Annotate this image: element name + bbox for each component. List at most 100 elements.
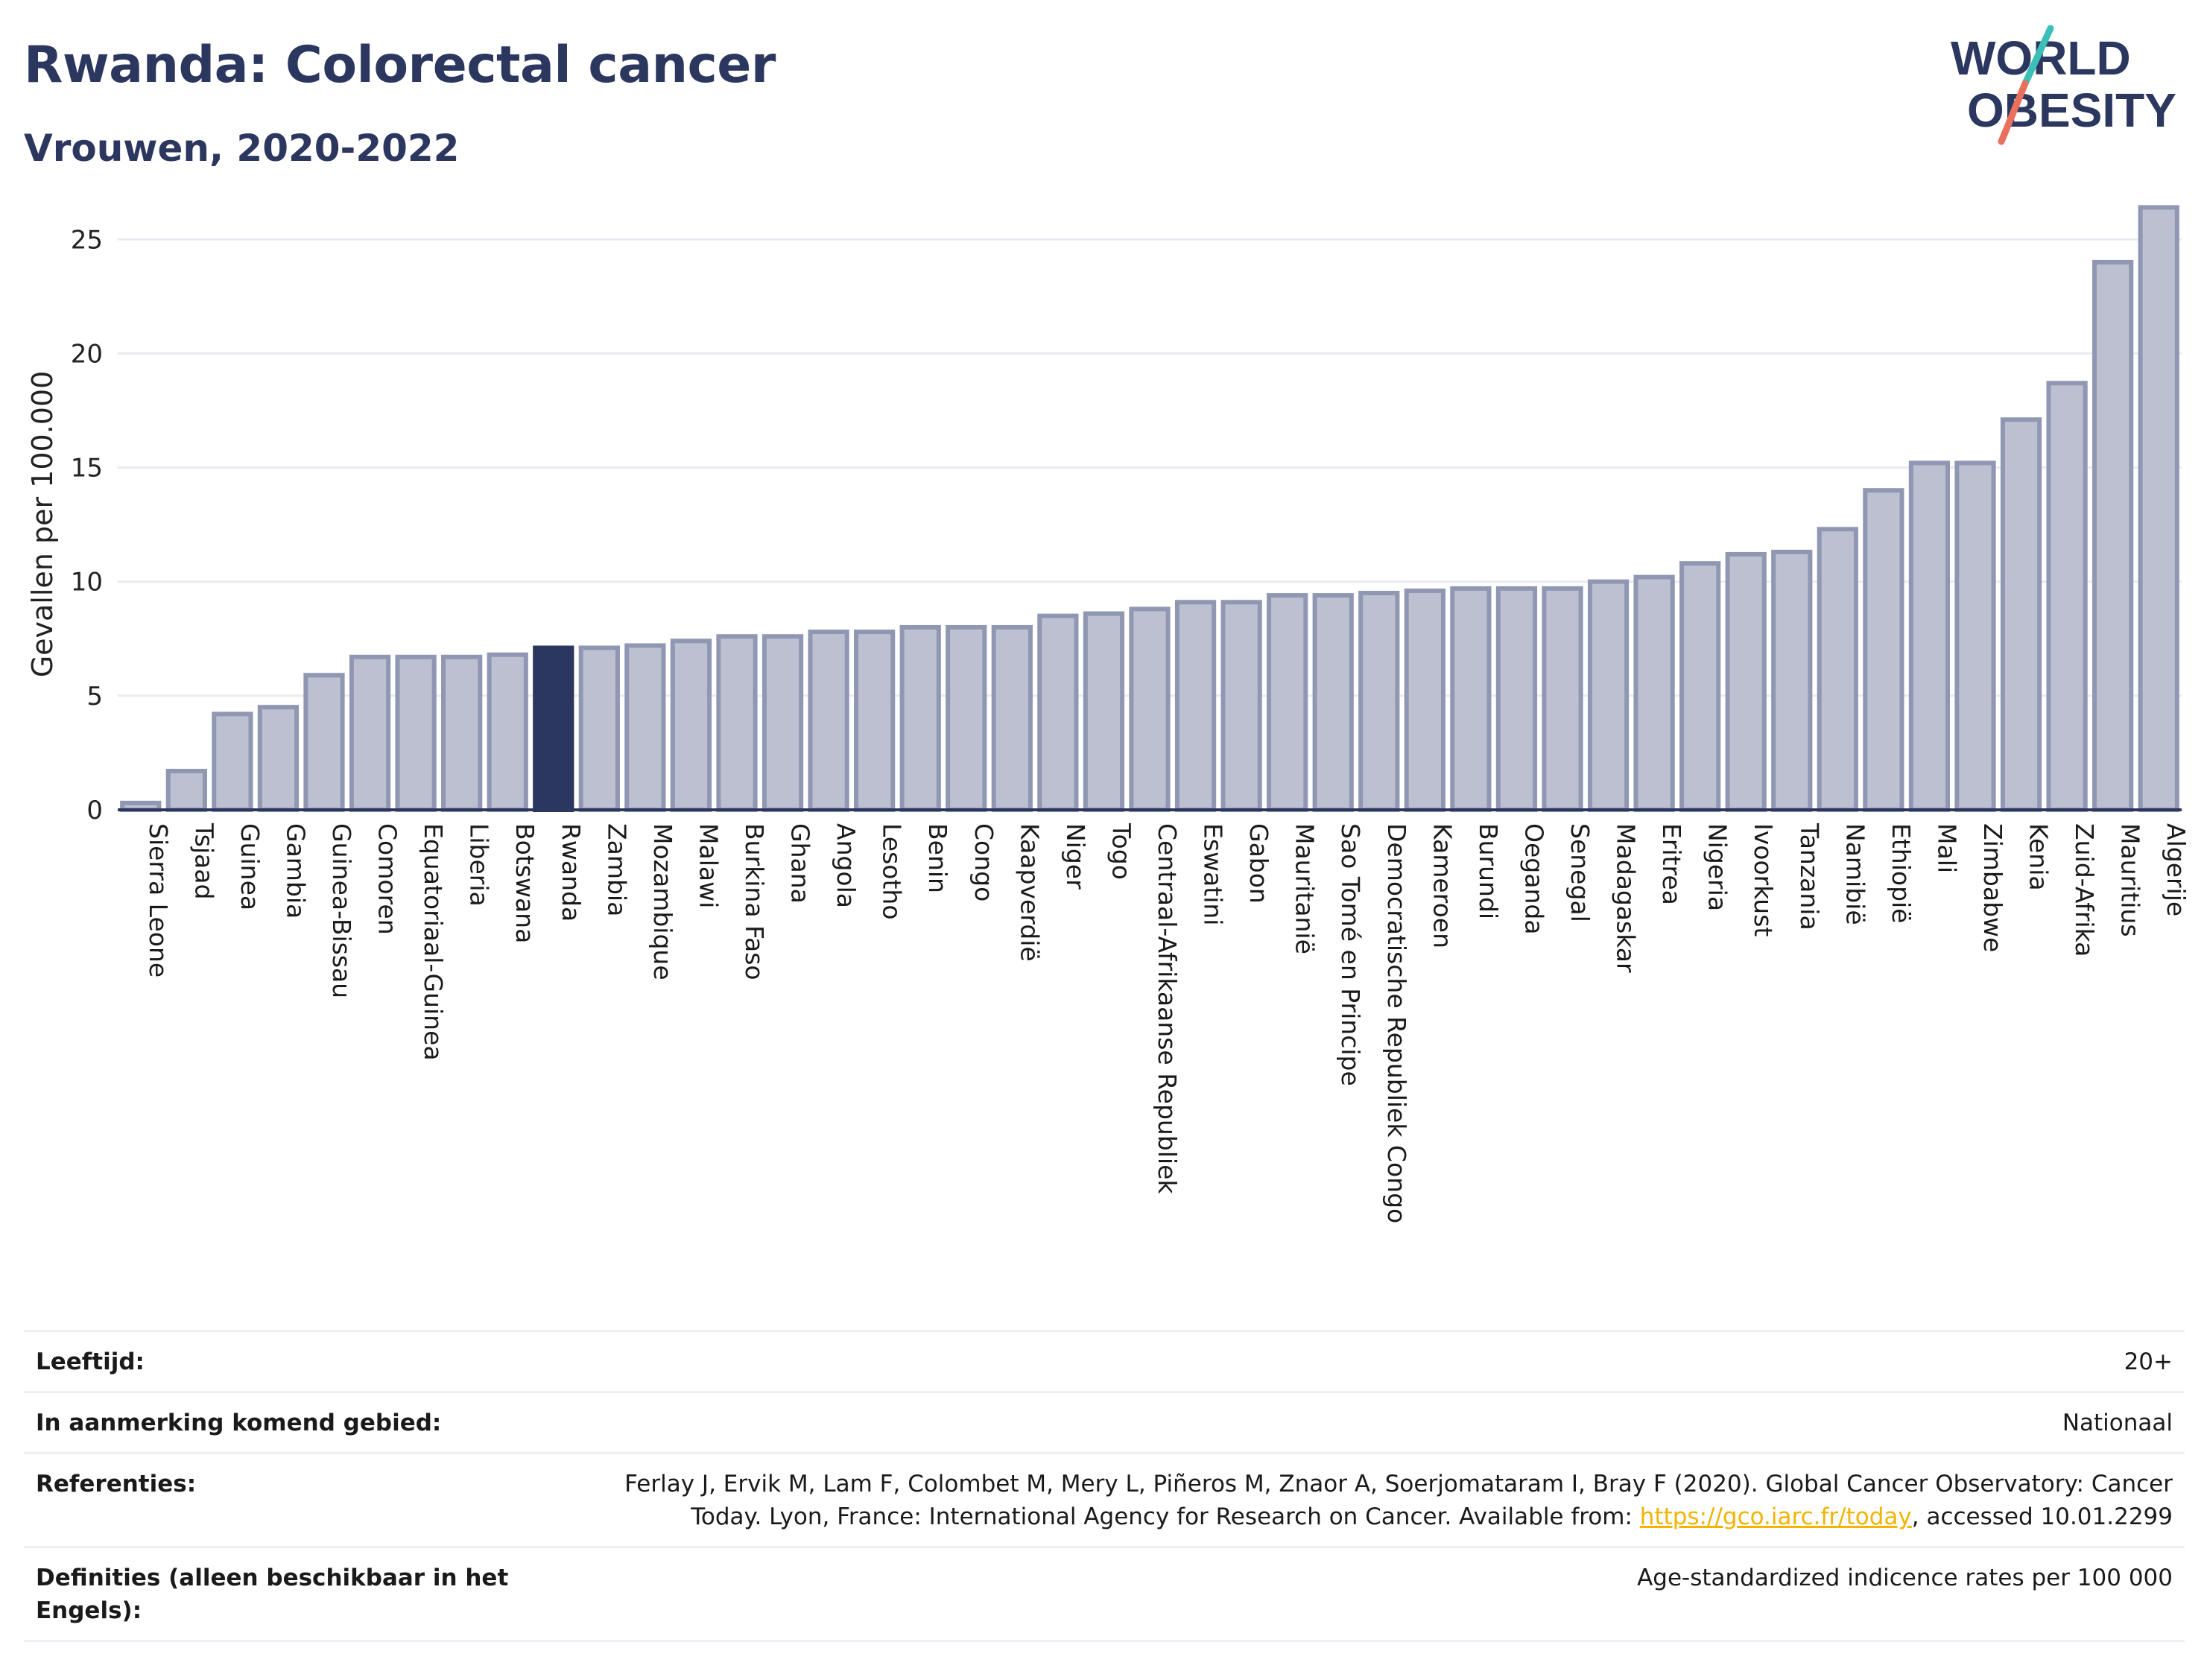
bar (212, 711, 253, 812)
bar (1542, 586, 1583, 812)
logo-coral-stroke (1998, 80, 2029, 145)
bar (1129, 606, 1171, 813)
x-tick-label: Gabon (1244, 823, 1273, 904)
x-tick-label: Congo (969, 823, 998, 901)
x-tick-label: Kameroen (1428, 823, 1457, 948)
bar (1771, 549, 1813, 812)
x-tick-label: Ghana (786, 823, 815, 904)
bar (2092, 259, 2134, 812)
info-value: 20+ (2124, 1348, 2173, 1375)
bar (1358, 591, 1400, 812)
x-tick-label: Centraal-Afrikaanse Republiek (1153, 823, 1182, 1194)
bar (165, 768, 207, 813)
x-tick-label: Comoren (373, 823, 402, 935)
x-tick-label: Zambia (602, 823, 631, 916)
reference-text: Ferlay J, Ervik M, Lam F, Colombet M, Me… (624, 1471, 2173, 1530)
y-tick-label: 25 (71, 225, 103, 255)
y-tick-label: 10 (71, 568, 103, 597)
x-tick-label: Togo (1106, 822, 1136, 880)
x-tick-label: Guinea (235, 823, 265, 910)
info-value: Ferlay J, Ervik M, Lam F, Colombet M, Me… (513, 1468, 2173, 1530)
bar (808, 630, 849, 812)
bar (1725, 551, 1767, 812)
x-tick-label: Mauritanië (1291, 823, 1320, 954)
bar (1450, 586, 1492, 812)
x-tick-label: Ethiopië (1887, 823, 1916, 923)
x-tick-label: Oeganda (1519, 823, 1548, 935)
x-tick-label: Eritrea (1657, 823, 1686, 905)
info-row-region: In aanmerking komend gebied: Nationaal (24, 1393, 2185, 1454)
info-table: Leeftijd: 20+ In aanmerking komend gebie… (24, 1330, 2185, 1642)
bar (946, 624, 987, 812)
world-obesity-logo: WORLD OBESITY (1951, 25, 2176, 145)
x-tick-label: Zuid-Afrika (2070, 823, 2099, 957)
x-tick-label: Namibië (1840, 823, 1869, 925)
x-tick-label: Tanzania (1795, 822, 1824, 931)
x-tick-label: Mauritius (2116, 823, 2145, 937)
bar (2000, 417, 2042, 812)
bar (1817, 527, 1858, 812)
info-label: In aanmerking komend gebied: (36, 1410, 442, 1436)
x-tick-label: Gambia (281, 823, 310, 919)
x-tick-label: Sao Tomé en Principe (1336, 823, 1365, 1086)
x-tick-label: Niger (1061, 823, 1090, 890)
info-value: Nationaal (2062, 1410, 2173, 1436)
bar (395, 654, 437, 813)
bar (1495, 586, 1538, 812)
x-tick-label: Burkina Faso (740, 823, 769, 980)
x-tick-label: Guinea-Bissau (327, 823, 356, 998)
bar (1312, 593, 1354, 812)
x-tick-label: Eswatini (1199, 823, 1228, 925)
reference-link[interactable]: https://gco.iarc.fr/today (1639, 1503, 1912, 1530)
y-tick-label: 5 (86, 682, 103, 711)
bar-highlighted (533, 645, 574, 812)
x-tick-label: Angola (832, 823, 861, 908)
x-tick-label: Lesotho (878, 823, 907, 920)
bar (991, 624, 1033, 812)
x-tick-label: Senegal (1565, 823, 1595, 922)
y-tick-label: 0 (86, 796, 103, 825)
bar (761, 634, 804, 813)
x-tick-label: Equatoriaal-Guinea (419, 823, 448, 1061)
x-tick-label: Malawi (694, 823, 723, 908)
reference-accessed: , accessed 10.01.2299 (1911, 1503, 2173, 1530)
y-axis-label: Gevallen per 100.000 (26, 371, 59, 678)
bar (257, 705, 300, 813)
x-tick-label: Sierra Leone (144, 823, 173, 977)
x-tick-label: Burundi (1474, 823, 1503, 919)
x-tick-label: Algerije (2162, 823, 2191, 916)
bar (1908, 460, 1951, 812)
y-tick-label: 20 (71, 339, 103, 369)
bar (1083, 611, 1125, 813)
page-title: Rwanda: Colorectal cancer (24, 36, 776, 95)
bar (303, 673, 345, 812)
info-row-age: Leeftijd: 20+ (24, 1332, 2185, 1393)
x-tick-label: Democratische Republiek Congo (1382, 823, 1411, 1223)
bar (899, 624, 941, 812)
bar (349, 654, 391, 813)
bar (1037, 613, 1079, 812)
info-label: Definities (alleen beschikbaar in het En… (36, 1565, 509, 1624)
x-tick-label: Tsjaad (189, 822, 218, 899)
x-tick-label: Botswana (510, 823, 539, 943)
logo-word-2: OBESITY (1967, 83, 2176, 137)
x-tick-label: Ivoorkust (1749, 823, 1778, 936)
info-row-definitions: Definities (alleen beschikbaar in het En… (24, 1548, 2185, 1642)
x-tick-label: Benin (923, 823, 952, 893)
y-tick-label: 15 (71, 454, 103, 484)
bar (670, 638, 712, 813)
x-tick-label: Mozambique (648, 823, 677, 980)
bar (487, 652, 528, 812)
logo-word-1: WORLD (1951, 31, 2131, 85)
x-tick-label: Rwanda (557, 823, 586, 922)
bar (441, 654, 483, 813)
bar (1863, 488, 1904, 812)
bar (1174, 600, 1217, 813)
bar (854, 630, 896, 812)
x-tick-label: Zimbabwe (1978, 823, 2007, 952)
x-tick-label: Liberia (465, 823, 494, 907)
page-subtitle: Vrouwen, 2020-2022 (24, 127, 460, 170)
x-tick-label: Madagaskar (1612, 823, 1641, 973)
bar (1587, 579, 1630, 812)
bar (1954, 460, 1996, 812)
